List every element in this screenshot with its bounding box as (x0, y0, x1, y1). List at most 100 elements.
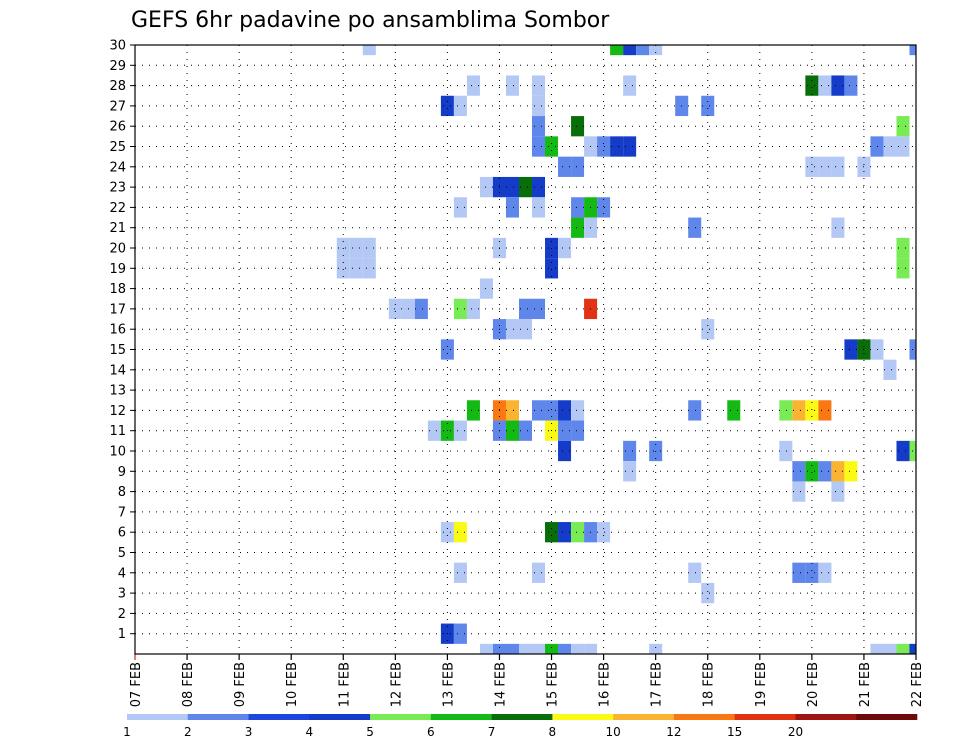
colorbar-segment (127, 714, 189, 720)
heatmap-cell (505, 643, 519, 654)
heatmap-cell (453, 420, 467, 441)
heatmap-cell (896, 440, 910, 462)
heatmap-cell (571, 217, 585, 238)
heatmap-cells (336, 45, 916, 654)
heatmap-cell (558, 237, 572, 259)
heatmap-cell (792, 481, 806, 502)
heatmap-cell (792, 461, 806, 482)
heatmap-cell (883, 136, 897, 157)
colorbar-segment (309, 714, 371, 720)
heatmap-cell (440, 522, 454, 543)
heatmap-cell (362, 258, 376, 279)
colorbar: 1 2 3 4 5 6 7 8 10 12 15 20 (123, 714, 918, 739)
heatmap-cell (610, 136, 624, 157)
x-tick-label: 17 FEB (650, 662, 665, 707)
chart-title: GEFS 6hr padavine po ansamblima Sombor (131, 8, 610, 33)
heatmap-cell (558, 420, 572, 441)
y-tick-label: 26 (109, 120, 126, 135)
colorbar-segment (673, 714, 735, 720)
heatmap-cell (532, 562, 546, 583)
heatmap-cell (558, 156, 572, 177)
heatmap-cell (805, 156, 819, 177)
heatmap-cell (466, 298, 480, 320)
heatmap-cell (623, 45, 637, 56)
y-tick-label: 13 (109, 384, 126, 399)
heatmap-cell (440, 95, 454, 117)
heatmap-cell (558, 643, 572, 654)
heatmap-cell (518, 643, 533, 654)
colorbar-segment (613, 714, 675, 720)
heatmap-cell (558, 400, 572, 421)
heatmap-cell (505, 75, 519, 96)
heatmap-cell (427, 420, 441, 441)
x-tick-label: 22 FEB (910, 662, 925, 707)
x-tick-label: 10 FEB (285, 662, 300, 707)
y-tick-label: 9 (118, 465, 126, 480)
heatmap-cell (701, 319, 715, 340)
y-tick-label: 10 (109, 445, 126, 460)
heatmap-cell (336, 258, 350, 279)
heatmap-cell (831, 481, 845, 502)
colorbar-label: 6 (427, 725, 435, 739)
colorbar-segment (187, 714, 249, 720)
y-tick-label: 1 (118, 627, 126, 642)
y-tick-label: 23 (109, 181, 126, 196)
heatmap-cell (518, 319, 533, 340)
heatmap-cell (818, 400, 832, 421)
x-tick-label: 18 FEB (702, 662, 717, 707)
heatmap-cell (388, 298, 402, 320)
heatmap-cell (466, 400, 480, 421)
x-tick-label: 07 FEB (129, 662, 144, 707)
heatmap-cell (818, 75, 832, 96)
x-tick-label: 11 FEB (337, 662, 352, 707)
heatmap-cell (831, 217, 845, 238)
colorbar-label: 20 (788, 725, 803, 739)
y-tick-label: 6 (118, 526, 126, 541)
heatmap-cell (909, 643, 916, 654)
heatmap-cell (870, 339, 884, 360)
heatmap-cell (518, 298, 533, 320)
x-tick-label: 19 FEB (754, 662, 769, 707)
y-tick-label: 4 (118, 566, 126, 581)
y-tick-label: 25 (109, 140, 126, 155)
colorbar-segment (795, 714, 857, 720)
heatmap-cell (831, 75, 845, 96)
heatmap-cell (453, 298, 467, 320)
heatmap-cell (805, 461, 819, 482)
y-tick-label: 7 (118, 505, 126, 520)
heatmap-cell (545, 522, 559, 543)
heatmap-cell (805, 75, 819, 96)
y-tick-label: 29 (109, 59, 126, 74)
heatmap-cell (414, 298, 428, 320)
colorbar-segment (491, 714, 553, 720)
heatmap-cell (571, 400, 585, 421)
heatmap-cell (505, 176, 519, 198)
y-tick-label: 11 (109, 424, 126, 439)
colorbar-label: 2 (184, 725, 192, 739)
heatmap-cell (623, 461, 637, 482)
colorbar-segment (734, 714, 796, 720)
heatmap-cell (701, 582, 715, 604)
heatmap-cell (362, 45, 376, 56)
heatmap-cell (532, 643, 546, 654)
x-tick-label: 15 FEB (546, 662, 561, 707)
y-tick-label: 24 (109, 160, 126, 175)
heatmap-cell (844, 75, 858, 96)
x-tick-label: 20 FEB (806, 662, 821, 707)
x-tick-label: 13 FEB (441, 662, 456, 707)
heatmap-cell (479, 278, 493, 299)
x-tick-label: 14 FEB (493, 662, 508, 707)
heatmap-cell (896, 116, 910, 137)
heatmap-cell (779, 400, 793, 421)
heatmap-cell (545, 643, 559, 654)
heatmap-cell (532, 298, 546, 320)
heatmap-cell (362, 237, 376, 259)
colorbar-segment (248, 714, 310, 720)
heatmap-cell (818, 461, 832, 482)
heatmap-cell (505, 400, 519, 421)
heatmap-cell (453, 522, 467, 543)
x-tick-label: 09 FEB (233, 662, 248, 707)
heatmap-cell (505, 319, 519, 340)
heatmap-cell (597, 136, 611, 157)
